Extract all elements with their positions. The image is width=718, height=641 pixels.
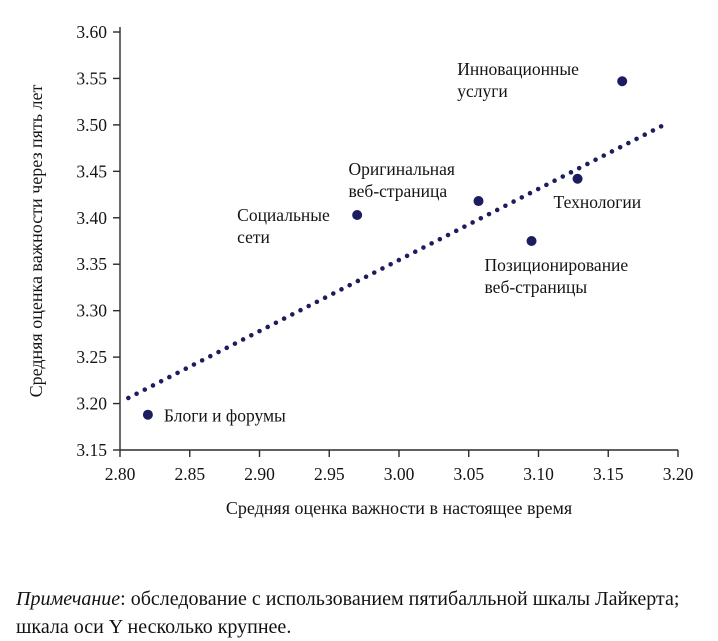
point-label: Технологии <box>554 192 642 212</box>
point-label: веб-страницы <box>485 277 588 297</box>
data-point <box>352 209 363 220</box>
data-point <box>572 173 583 184</box>
y-tick-label: 3.60 <box>76 22 107 42</box>
y-tick-label: 3.40 <box>76 208 107 228</box>
x-tick-label: 2.90 <box>244 464 275 484</box>
x-axis-title: Средняя оценка важности в настоящее врем… <box>226 498 572 518</box>
scatter-chart: 3.15 3.20 3.25 3.30 3.35 3.40 3.45 3.50 3.55 3.60… <box>26 22 694 518</box>
point-label: Социальные <box>237 205 330 225</box>
x-tick-label: 2.85 <box>174 464 205 484</box>
note-lead: Примечание <box>16 588 121 610</box>
x-tick-label: 3.05 <box>453 464 484 484</box>
chart-canvas: 3.15 3.20 3.25 3.30 3.35 3.40 3.45 3.50 3.55 3.60… <box>26 22 694 518</box>
point-label: Оригинальная <box>349 159 455 179</box>
trend-line <box>126 122 667 401</box>
y-tick-label: 3.15 <box>76 440 107 460</box>
note-body: : обследование с использованием пятибалл… <box>16 588 680 638</box>
point-label: веб-страница <box>349 181 448 201</box>
y-tick-label: 3.35 <box>76 254 107 274</box>
x-tick-label: 2.80 <box>105 464 136 484</box>
y-tick-label: 3.55 <box>76 68 107 88</box>
y-axis-title: Средняя оценка важности через пять лет <box>26 84 46 397</box>
data-point <box>142 409 153 420</box>
y-tick-label: 3.30 <box>76 301 107 321</box>
point-label: услуги <box>457 81 508 101</box>
point-label: Инновационные <box>457 59 579 79</box>
y-tick-label: 3.20 <box>76 394 107 414</box>
point-label: сети <box>237 227 270 247</box>
x-tick-label: 3.00 <box>384 464 415 484</box>
y-tick-label: 3.50 <box>76 115 107 135</box>
data-point <box>526 236 537 246</box>
point-label: Блоги и форумы <box>164 406 286 426</box>
x-tick-label: 3.15 <box>593 464 624 484</box>
x-tick-label: 2.95 <box>314 464 345 484</box>
x-tick-label: 3.20 <box>663 464 694 484</box>
y-tick-label: 3.25 <box>76 347 107 367</box>
point-label: Позиционирование <box>485 255 629 275</box>
data-point <box>617 76 628 87</box>
figure-note: Примечание: обследование с использование… <box>16 586 688 641</box>
data-point <box>473 196 484 207</box>
y-tick-label: 3.45 <box>76 161 107 181</box>
x-tick-label: 3.10 <box>523 464 554 484</box>
